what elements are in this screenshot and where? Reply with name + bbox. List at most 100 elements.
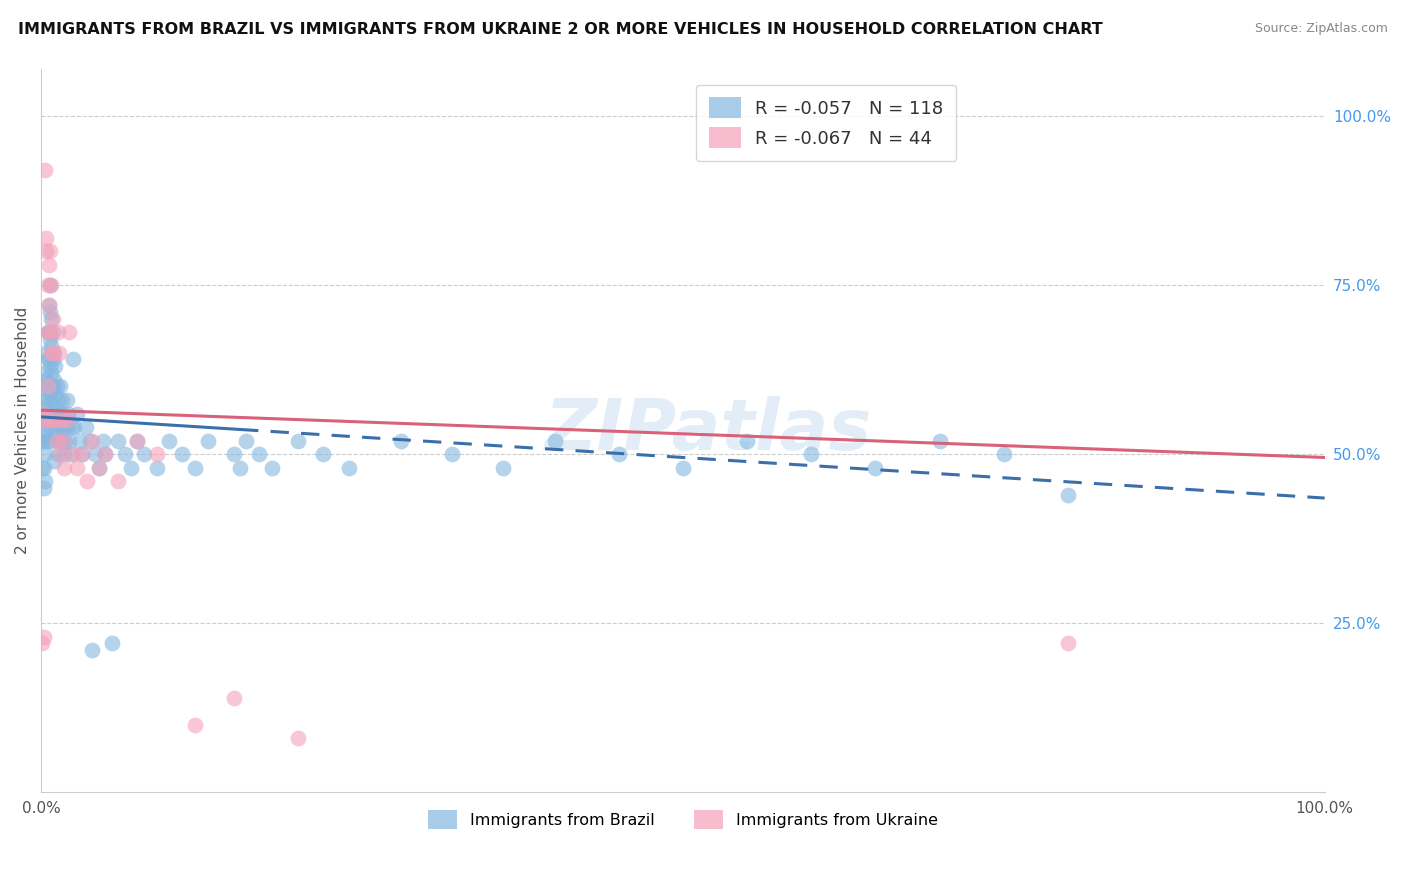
- Point: [672, 460, 695, 475]
- Point: [31, 636, 53, 650]
- Point: [44, 359, 66, 373]
- Point: [41, 345, 63, 359]
- Point: [865, 460, 887, 475]
- Point: [35, 400, 58, 414]
- Point: [543, 434, 565, 448]
- Point: [222, 447, 245, 461]
- Point: [51, 420, 73, 434]
- Point: [34, 447, 56, 461]
- Point: [46, 420, 69, 434]
- Point: [38, 352, 60, 367]
- Point: [87, 460, 110, 475]
- Point: [60, 420, 83, 434]
- Point: [197, 434, 219, 448]
- Point: [53, 447, 76, 461]
- Point: [31, 434, 53, 448]
- Point: [70, 447, 93, 461]
- Point: [39, 326, 62, 340]
- Point: [38, 298, 60, 312]
- Point: [184, 717, 207, 731]
- Point: [607, 447, 630, 461]
- Point: [32, 630, 55, 644]
- Point: [928, 434, 950, 448]
- Point: [94, 447, 117, 461]
- Point: [59, 447, 82, 461]
- Point: [34, 163, 56, 178]
- Point: [35, 373, 58, 387]
- Point: [440, 447, 463, 461]
- Point: [145, 447, 167, 461]
- Point: [39, 332, 62, 346]
- Point: [52, 434, 75, 448]
- Point: [42, 426, 65, 441]
- Point: [82, 643, 104, 657]
- Point: [37, 379, 59, 393]
- Point: [94, 447, 117, 461]
- Point: [229, 460, 252, 475]
- Point: [159, 434, 181, 448]
- Point: [48, 434, 70, 448]
- Point: [32, 434, 55, 448]
- Point: [114, 447, 136, 461]
- Point: [262, 460, 284, 475]
- Point: [132, 447, 155, 461]
- Y-axis label: 2 or more Vehicles in Household: 2 or more Vehicles in Household: [15, 307, 30, 554]
- Point: [172, 447, 194, 461]
- Point: [37, 326, 59, 340]
- Point: [84, 447, 107, 461]
- Point: [45, 434, 67, 448]
- Point: [39, 359, 62, 373]
- Point: [235, 434, 257, 448]
- Point: [38, 326, 60, 340]
- Point: [38, 434, 60, 448]
- Text: ZIPatlas: ZIPatlas: [546, 396, 872, 465]
- Point: [44, 413, 66, 427]
- Point: [41, 311, 63, 326]
- Point: [41, 345, 63, 359]
- Point: [69, 434, 91, 448]
- Point: [56, 407, 79, 421]
- Point: [45, 379, 67, 393]
- Point: [37, 379, 59, 393]
- Point: [39, 386, 62, 401]
- Point: [38, 379, 60, 393]
- Point: [32, 407, 55, 421]
- Point: [39, 305, 62, 319]
- Point: [145, 460, 167, 475]
- Point: [87, 460, 110, 475]
- Point: [49, 407, 72, 421]
- Point: [34, 366, 56, 380]
- Point: [42, 413, 65, 427]
- Point: [53, 460, 76, 475]
- Point: [51, 392, 73, 407]
- Point: [46, 447, 69, 461]
- Point: [41, 392, 63, 407]
- Point: [120, 460, 142, 475]
- Point: [247, 447, 270, 461]
- Point: [42, 345, 65, 359]
- Point: [91, 434, 114, 448]
- Point: [37, 352, 59, 367]
- Point: [76, 474, 98, 488]
- Point: [993, 447, 1015, 461]
- Point: [389, 434, 412, 448]
- Point: [32, 392, 55, 407]
- Point: [34, 420, 56, 434]
- Point: [37, 407, 59, 421]
- Point: [31, 460, 53, 475]
- Point: [735, 434, 758, 448]
- Point: [38, 258, 60, 272]
- Point: [184, 460, 207, 475]
- Point: [41, 352, 63, 367]
- Point: [49, 379, 72, 393]
- Point: [52, 434, 75, 448]
- Point: [37, 434, 59, 448]
- Point: [31, 413, 53, 427]
- Point: [66, 407, 89, 421]
- Point: [58, 326, 80, 340]
- Point: [42, 454, 65, 468]
- Point: [79, 434, 101, 448]
- Point: [49, 447, 72, 461]
- Point: [34, 474, 56, 488]
- Point: [46, 326, 69, 340]
